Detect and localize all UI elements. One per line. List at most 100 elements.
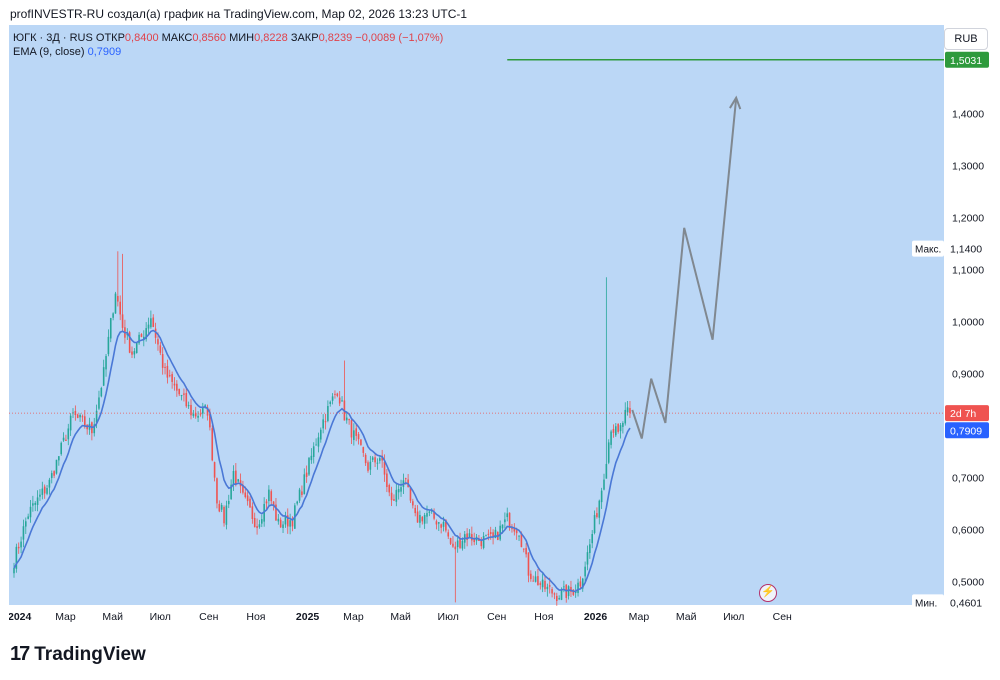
candle-body[interactable] [93, 424, 96, 434]
candle-body[interactable] [53, 471, 55, 476]
candle-body[interactable] [152, 317, 155, 327]
candle-body[interactable] [34, 502, 37, 505]
currency-button[interactable]: RUB [944, 28, 988, 50]
candle-body[interactable] [143, 336, 145, 340]
candle-body[interactable] [376, 462, 379, 464]
candle-body[interactable] [383, 461, 386, 475]
candle-body[interactable] [251, 506, 254, 519]
candle-body[interactable] [489, 532, 492, 535]
candle-body[interactable] [468, 533, 471, 539]
candle-body[interactable] [379, 458, 381, 461]
candle-body[interactable] [312, 446, 315, 457]
candle-body[interactable] [268, 489, 270, 502]
candle-body[interactable] [315, 444, 317, 446]
candle-body[interactable] [577, 582, 579, 594]
candle-body[interactable] [522, 548, 525, 550]
candle-body[interactable] [593, 515, 596, 533]
candle-body[interactable] [534, 576, 537, 582]
candle-body[interactable] [508, 512, 511, 528]
candle-body[interactable] [371, 457, 374, 460]
candle-body[interactable] [20, 541, 22, 548]
candle-body[interactable] [456, 540, 459, 548]
candle-body[interactable] [610, 431, 612, 445]
candle-body[interactable] [589, 544, 591, 554]
candle-body[interactable] [471, 534, 473, 541]
candle-body[interactable] [362, 447, 365, 453]
candle-body[interactable] [218, 503, 221, 512]
candle-body[interactable] [223, 506, 225, 524]
candle-body[interactable] [513, 528, 516, 532]
candle-body[interactable] [65, 439, 67, 441]
candle-body[interactable] [76, 414, 79, 418]
candle-body[interactable] [36, 497, 39, 506]
price-axis[interactable] [944, 25, 991, 628]
candle-body[interactable] [79, 414, 81, 418]
candle-body[interactable] [324, 421, 327, 423]
candle-body[interactable] [159, 345, 162, 353]
candle-body[interactable] [546, 586, 549, 590]
candle-body[interactable] [586, 552, 589, 565]
candle-body[interactable] [46, 488, 48, 494]
candle-body[interactable] [301, 491, 303, 495]
candle-body[interactable] [138, 334, 140, 344]
candle-body[interactable] [581, 578, 584, 589]
chart-area[interactable]: 0,50000,60000,70000,80000,90001,00001,10… [9, 25, 991, 628]
candle-body[interactable] [27, 516, 29, 519]
candle-body[interactable] [117, 295, 119, 302]
candle-body[interactable] [154, 328, 157, 338]
candle-body[interactable] [563, 586, 565, 588]
candle-body[interactable] [282, 524, 284, 529]
bolt-icon[interactable]: ⚡ [759, 584, 777, 602]
candle-body[interactable] [102, 367, 105, 386]
candle-body[interactable] [501, 524, 504, 529]
candle-body[interactable] [58, 456, 60, 461]
candle-body[interactable] [400, 487, 402, 492]
candle-body[interactable] [492, 532, 494, 538]
candle-body[interactable] [412, 501, 414, 506]
candle-body[interactable] [622, 422, 624, 427]
candle-body[interactable] [81, 416, 84, 418]
candle-body[interactable] [109, 318, 112, 339]
candle-body[interactable] [626, 407, 629, 413]
candle-body[interactable] [279, 519, 282, 528]
candle-body[interactable] [357, 434, 360, 440]
candle-body[interactable] [553, 593, 556, 595]
candle-body[interactable] [478, 539, 480, 542]
candle-body[interactable] [180, 395, 183, 397]
candle-body[interactable] [112, 313, 114, 318]
candle-body[interactable] [284, 516, 287, 525]
candle-body[interactable] [275, 504, 277, 521]
symbol-label[interactable]: ЮГК · 3Д · RUS [13, 32, 93, 44]
candle-body[interactable] [364, 454, 367, 464]
candle-body[interactable] [574, 591, 577, 594]
candle-body[interactable] [176, 383, 178, 391]
candle-body[interactable] [39, 494, 41, 497]
candle-body[interactable] [213, 462, 216, 478]
candle-body[interactable] [298, 489, 301, 501]
candle-body[interactable] [459, 538, 461, 548]
candle-body[interactable] [584, 566, 586, 577]
candle-body[interactable] [265, 501, 268, 504]
candle-body[interactable] [69, 415, 72, 431]
candle-body[interactable] [367, 462, 369, 471]
candle-body[interactable] [161, 354, 164, 368]
candle-body[interactable] [140, 334, 143, 337]
candle-body[interactable] [433, 511, 435, 519]
candle-body[interactable] [416, 511, 419, 523]
candle-body[interactable] [258, 524, 261, 528]
candle-body[interactable] [178, 388, 180, 395]
candle-body[interactable] [447, 532, 450, 537]
candle-body[interactable] [480, 540, 483, 547]
candle-body[interactable] [121, 314, 124, 328]
candle-body[interactable] [617, 423, 619, 432]
candle-body[interactable] [520, 533, 523, 548]
candle-body[interactable] [428, 511, 431, 513]
candle-body[interactable] [98, 397, 100, 409]
candle-body[interactable] [317, 437, 320, 447]
candle-body[interactable] [145, 328, 147, 340]
candle-body[interactable] [289, 520, 291, 527]
candle-body[interactable] [556, 595, 558, 601]
candle-body[interactable] [232, 471, 235, 485]
candle-body[interactable] [199, 413, 202, 415]
candle-body[interactable] [548, 585, 551, 587]
